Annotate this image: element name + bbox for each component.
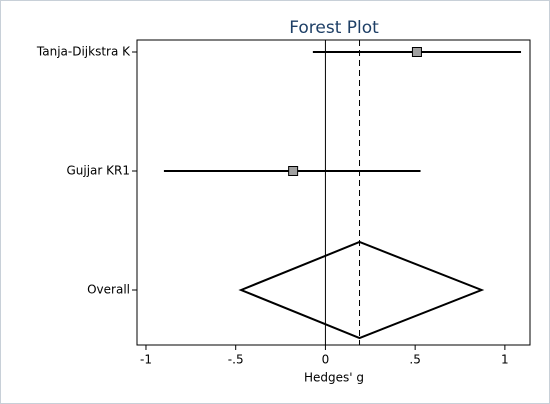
chart-title: Forest Plot <box>289 18 379 38</box>
point-estimate <box>411 47 422 57</box>
x-tick-label: -1 <box>140 353 152 367</box>
x-tick-label: -.5 <box>228 353 244 367</box>
x-tick-label: .5 <box>409 353 420 367</box>
x-axis-label: Hedges' g <box>304 371 364 385</box>
overall-diamond <box>238 240 485 340</box>
y-tick-label: Tanja-Dijkstra K <box>36 45 131 59</box>
y-tick-label: Overall <box>87 283 130 297</box>
y-tick-label: Gujjar KR1 <box>66 164 130 178</box>
plot-area <box>136 39 531 346</box>
x-tick-label: 0 <box>322 353 330 367</box>
x-tick-label: 1 <box>501 353 509 367</box>
point-estimate <box>288 166 299 176</box>
